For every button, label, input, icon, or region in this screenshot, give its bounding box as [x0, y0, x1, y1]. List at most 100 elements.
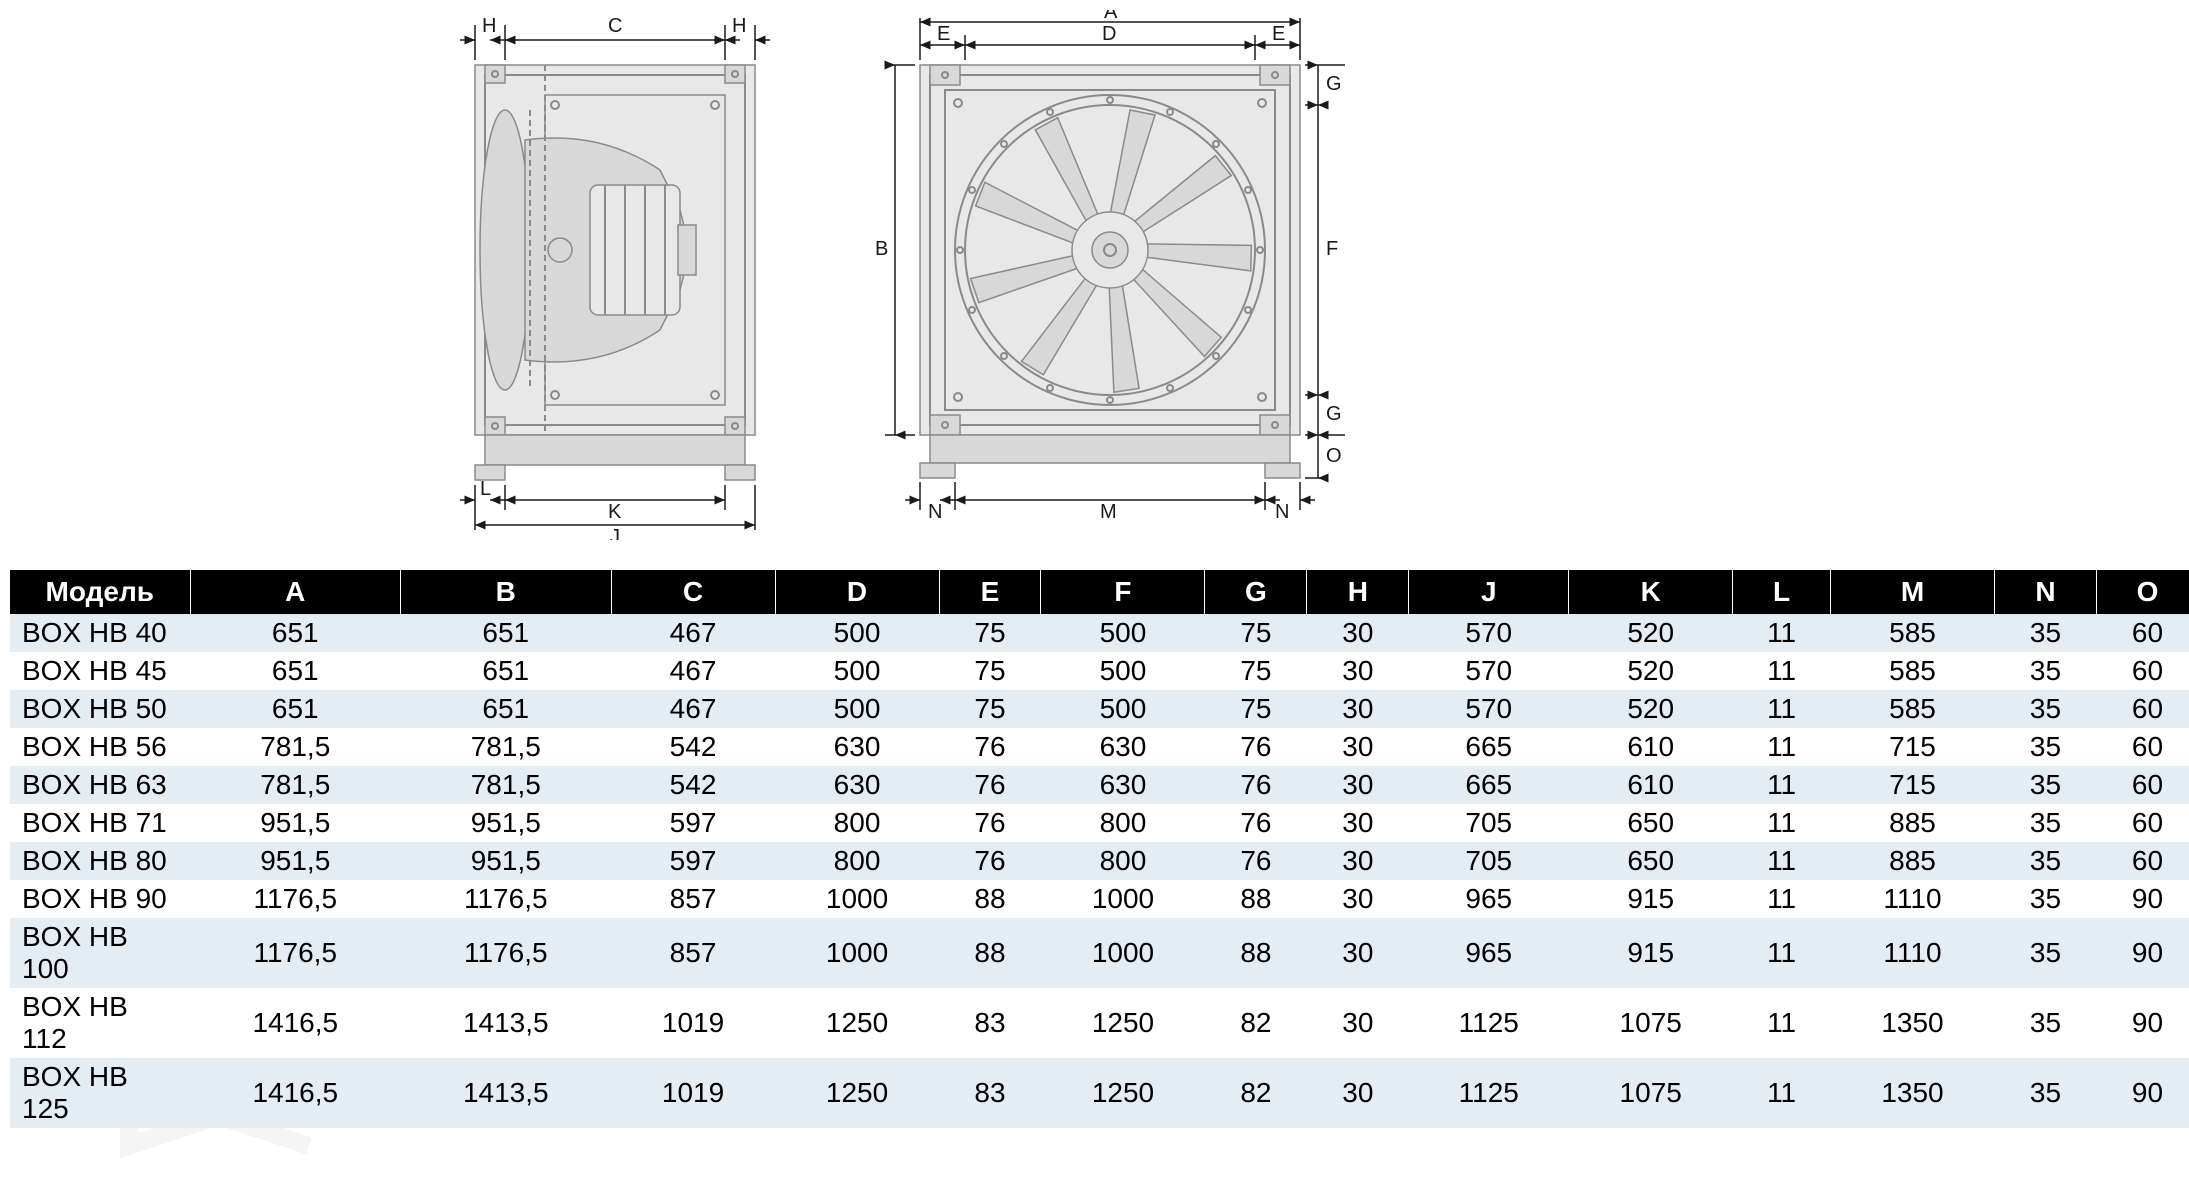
- table-cell: 35: [1995, 880, 2097, 918]
- table-cell: 467: [611, 690, 775, 728]
- table-cell: 35: [1995, 728, 2097, 766]
- table-cell: 705: [1409, 804, 1569, 842]
- table-row: BOX HB 901176,51176,58571000881000883096…: [10, 880, 2189, 918]
- table-cell: 30: [1307, 988, 1409, 1058]
- table-cell: BOX HB 100: [10, 918, 190, 988]
- dim-label-e-left: E: [937, 23, 950, 45]
- table-cell: 915: [1569, 880, 1733, 918]
- table-cell: 30: [1307, 1058, 1409, 1128]
- dim-label-h-right: H: [732, 15, 746, 37]
- dim-label-d: D: [1102, 23, 1116, 45]
- table-cell: 30: [1307, 652, 1409, 690]
- table-cell: 1019: [611, 988, 775, 1058]
- table-cell: 951,5: [190, 804, 401, 842]
- table-cell: 1075: [1569, 988, 1733, 1058]
- table-cell: 30: [1307, 690, 1409, 728]
- dim-label-n-left: N: [928, 501, 942, 523]
- table-cell: 857: [611, 880, 775, 918]
- table-cell: 75: [939, 652, 1041, 690]
- table-cell: 60: [2096, 804, 2189, 842]
- table-cell: 585: [1831, 690, 1995, 728]
- dim-label-f: F: [1326, 238, 1338, 260]
- table-cell: BOX HB 90: [10, 880, 190, 918]
- dim-label-n-right: N: [1275, 501, 1289, 523]
- table-cell: 35: [1995, 614, 2097, 652]
- table-cell: 951,5: [401, 804, 612, 842]
- table-cell: 597: [611, 842, 775, 880]
- table-header-cell: M: [1831, 570, 1995, 614]
- table-cell: 1125: [1409, 1058, 1569, 1128]
- table-cell: 1125: [1409, 988, 1569, 1058]
- table-header-cell: C: [611, 570, 775, 614]
- dim-label-l: L: [480, 478, 491, 500]
- table-cell: 715: [1831, 728, 1995, 766]
- table-cell: 88: [939, 880, 1041, 918]
- table-cell: 1176,5: [401, 918, 612, 988]
- table-cell: 35: [1995, 652, 2097, 690]
- dim-label-a: A: [1104, 10, 1118, 23]
- table-header-cell: G: [1205, 570, 1307, 614]
- table-cell: 951,5: [190, 842, 401, 880]
- table-cell: 781,5: [190, 728, 401, 766]
- table-cell: 520: [1569, 614, 1733, 652]
- table-row: BOX HB 1121416,51413,5101912508312508230…: [10, 988, 2189, 1058]
- table-row: BOX HB 63781,5781,5542630766307630665610…: [10, 766, 2189, 804]
- table-cell: BOX HB 125: [10, 1058, 190, 1128]
- table-cell: 35: [1995, 988, 2097, 1058]
- table-header-cell: F: [1041, 570, 1205, 614]
- dim-label-e-right: E: [1272, 23, 1285, 45]
- table-cell: 651: [401, 690, 612, 728]
- table-row: BOX HB 80951,5951,5597800768007630705650…: [10, 842, 2189, 880]
- table-cell: 30: [1307, 614, 1409, 652]
- table-header-cell: Модель: [10, 570, 190, 614]
- table-cell: 610: [1569, 728, 1733, 766]
- table-cell: 630: [775, 766, 939, 804]
- table-cell: 500: [775, 652, 939, 690]
- table-cell: 500: [775, 690, 939, 728]
- table-header-cell: K: [1569, 570, 1733, 614]
- table-cell: 597: [611, 804, 775, 842]
- table-cell: 500: [1041, 690, 1205, 728]
- table-cell: 76: [1205, 804, 1307, 842]
- table-cell: 11: [1733, 988, 1831, 1058]
- table-cell: 651: [401, 652, 612, 690]
- table-cell: BOX HB 56: [10, 728, 190, 766]
- table-cell: 76: [939, 728, 1041, 766]
- table-row: BOX HB 406516514675007550075305705201158…: [10, 614, 2189, 652]
- table-row: BOX HB 1001176,51176,5857100088100088309…: [10, 918, 2189, 988]
- table-cell: BOX HB 71: [10, 804, 190, 842]
- table-header-cell: N: [1995, 570, 2097, 614]
- table-cell: 951,5: [401, 842, 612, 880]
- table-cell: 585: [1831, 652, 1995, 690]
- table-cell: 665: [1409, 766, 1569, 804]
- table-cell: 60: [2096, 766, 2189, 804]
- table-cell: 520: [1569, 690, 1733, 728]
- table-row: BOX HB 1251416,51413,5101912508312508230…: [10, 1058, 2189, 1128]
- table-cell: 35: [1995, 804, 2097, 842]
- table-cell: 1000: [1041, 880, 1205, 918]
- table-cell: 60: [2096, 614, 2189, 652]
- table-cell: 90: [2096, 1058, 2189, 1128]
- table-cell: 781,5: [401, 766, 612, 804]
- table-cell: 1176,5: [190, 918, 401, 988]
- dim-label-c: C: [608, 15, 622, 37]
- table-cell: 76: [939, 842, 1041, 880]
- table-header-cell: D: [775, 570, 939, 614]
- table-cell: 83: [939, 988, 1041, 1058]
- table-cell: 570: [1409, 652, 1569, 690]
- table-cell: 11: [1733, 614, 1831, 652]
- table-cell: 76: [1205, 728, 1307, 766]
- dimensions-table: МодельABCDEFGHJKLMNO BOX HB 406516514675…: [10, 570, 2189, 1128]
- front-view-svg: A E D E: [870, 10, 1410, 540]
- table-cell: 1250: [1041, 1058, 1205, 1128]
- table-cell: BOX HB 40: [10, 614, 190, 652]
- table-cell: 30: [1307, 804, 1409, 842]
- table-cell: 90: [2096, 988, 2189, 1058]
- table-cell: 30: [1307, 918, 1409, 988]
- table-cell: 30: [1307, 766, 1409, 804]
- table-cell: 630: [1041, 728, 1205, 766]
- table-cell: 542: [611, 728, 775, 766]
- dim-label-g-top: G: [1326, 73, 1342, 95]
- table-cell: 60: [2096, 728, 2189, 766]
- table-cell: 88: [1205, 918, 1307, 988]
